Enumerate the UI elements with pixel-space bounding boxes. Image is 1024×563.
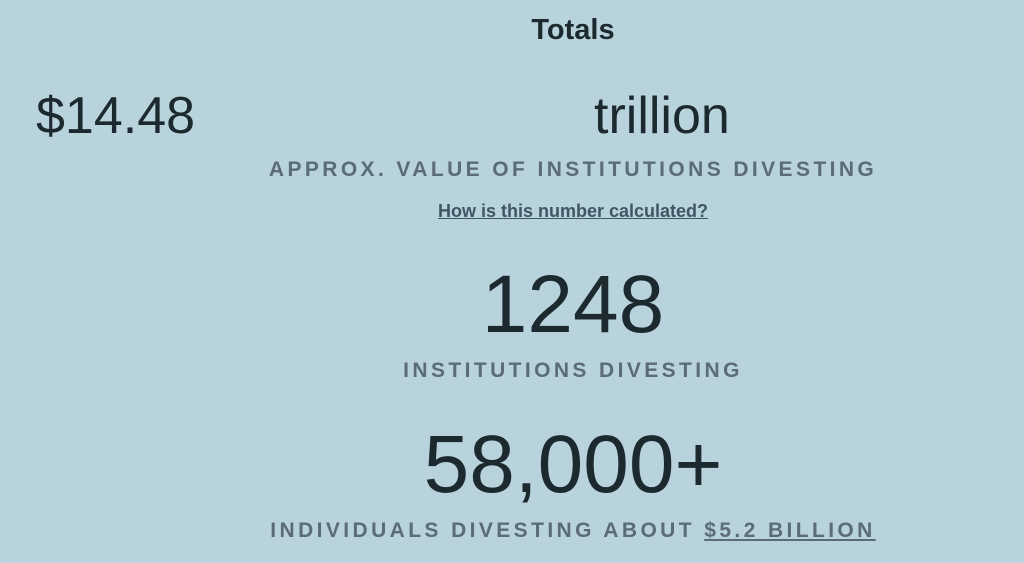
link-row: How is this number calculated? <box>122 201 1024 222</box>
stat-unit: trillion <box>594 87 730 145</box>
stat-label: INDIVIDUALS DIVESTING ABOUT <box>270 519 695 542</box>
stat-value: 1248 <box>481 259 665 350</box>
stat-label-row: INDIVIDUALS DIVESTING ABOUT $5.2 BILLION <box>122 519 1024 543</box>
stat-label: APPROX. VALUE OF INSTITUTIONS DIVESTING <box>268 158 878 181</box>
stat-label: INSTITUTIONS DIVESTING <box>403 359 743 382</box>
stat-value: $14.48 <box>36 87 196 145</box>
calculation-link[interactable]: How is this number calculated? <box>437 201 709 221</box>
amount-link[interactable]: $5.2 BILLION <box>704 519 876 542</box>
stat-value: 58,000+ <box>423 419 723 510</box>
section-title: Totals <box>531 14 615 46</box>
